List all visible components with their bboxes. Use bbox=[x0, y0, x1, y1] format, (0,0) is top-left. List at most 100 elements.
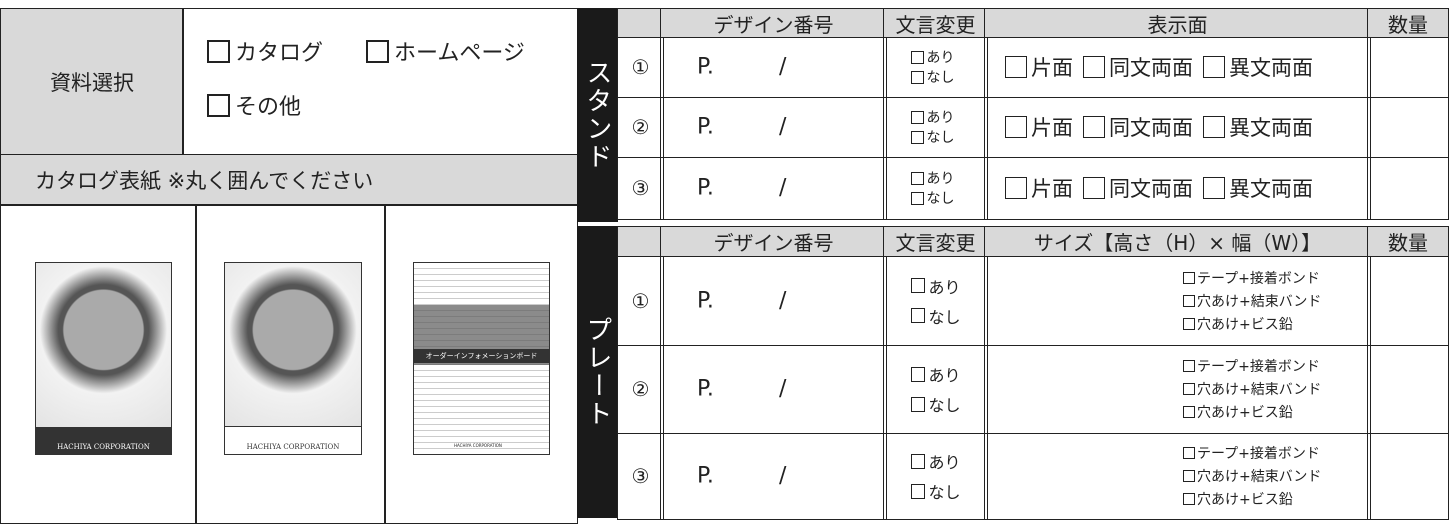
wording-options: あり なし bbox=[884, 346, 987, 434]
table-cell: 片面 同文両面 異文両面 bbox=[984, 36, 1371, 98]
checkbox bbox=[1183, 383, 1195, 396]
checkbox bbox=[910, 70, 924, 84]
checkbox bbox=[910, 308, 926, 324]
header-cell: デザイン番号 bbox=[660, 226, 887, 257]
row-number: ② bbox=[631, 377, 650, 402]
row-number: ③ bbox=[631, 176, 650, 201]
cover-image: HACHIYA CORPORATION bbox=[35, 262, 172, 455]
option-label: テープ+接着ボンド bbox=[1197, 359, 1320, 376]
option-label: あり bbox=[926, 171, 955, 188]
checkbox bbox=[1083, 177, 1105, 200]
design-separator: / bbox=[779, 175, 787, 201]
table-cell: あり なし bbox=[883, 96, 988, 158]
table-cell: あり なし bbox=[883, 36, 988, 98]
header-cell: デザイン番号 bbox=[660, 8, 887, 38]
option: 同文両面 bbox=[1083, 52, 1193, 82]
option: 同文両面 bbox=[1083, 173, 1193, 203]
option-label: なし bbox=[928, 307, 961, 327]
option: 片面 bbox=[1005, 173, 1073, 203]
header-cell bbox=[617, 8, 664, 38]
option: テープ+接着ボンド bbox=[1183, 356, 1370, 376]
design-separator: / bbox=[779, 114, 787, 140]
design-separator: / bbox=[779, 54, 787, 80]
option: 異文両面 bbox=[1203, 52, 1313, 82]
option-label: なし bbox=[928, 396, 961, 416]
header-cell: 表示面 bbox=[984, 8, 1371, 38]
side-options: 片面 同文両面 異文両面 bbox=[1005, 38, 1370, 98]
option: 穴あけ+結束バンド bbox=[1183, 379, 1370, 399]
option-label: 異文両面 bbox=[1229, 177, 1313, 202]
option: 穴あけ+ビス鉛 bbox=[1183, 489, 1370, 509]
table-cell: あり なし bbox=[883, 432, 988, 520]
option: なし bbox=[910, 479, 961, 503]
wording-options: あり なし bbox=[884, 98, 987, 158]
checkbox bbox=[1183, 406, 1195, 419]
table-cell: P. / bbox=[660, 432, 887, 520]
table-cell: ① bbox=[617, 255, 664, 346]
table-cell: あり なし bbox=[883, 255, 988, 346]
option-label: 同文両面 bbox=[1109, 56, 1193, 81]
checkbox bbox=[1203, 116, 1225, 139]
header-cell bbox=[617, 226, 664, 257]
table-cell bbox=[1367, 432, 1449, 520]
side-options: 片面 同文両面 異文両面 bbox=[1005, 98, 1370, 158]
table-cell: あり なし bbox=[883, 344, 988, 434]
header-cell: 数量 bbox=[1367, 8, 1449, 38]
table-cell bbox=[1367, 255, 1449, 346]
header-cell: 文言変更 bbox=[883, 8, 988, 38]
stand-label: スタンド bbox=[582, 59, 612, 171]
checkbox bbox=[1083, 116, 1105, 139]
plate-band: プレート bbox=[577, 226, 618, 518]
wording-options: あり なし bbox=[884, 257, 987, 346]
cover-label: カタログ表紙 ※丸く囲んでください bbox=[0, 154, 578, 206]
option-label: 穴あけ+ビス鉛 bbox=[1197, 492, 1293, 509]
table-cell: P. / bbox=[660, 344, 887, 434]
table-cell: テープ+接着ボンド 穴あけ+結束バンド 穴あけ+ビス鉛 bbox=[984, 432, 1371, 520]
table-cell: P. / bbox=[660, 156, 887, 220]
option: なし bbox=[910, 188, 961, 208]
option-label: なし bbox=[926, 191, 955, 208]
checkbox bbox=[1005, 177, 1027, 200]
option: 片面 bbox=[1005, 112, 1073, 142]
option-label: あり bbox=[928, 277, 961, 297]
option: なし bbox=[910, 304, 961, 328]
mounting-options: テープ+接着ボンド 穴あけ+結束バンド 穴あけ+ビス鉛 bbox=[1183, 434, 1370, 520]
checkbox bbox=[1183, 294, 1195, 307]
table-cell bbox=[1367, 156, 1449, 220]
option-label: ホームページ bbox=[394, 41, 525, 66]
table-cell: あり なし bbox=[883, 156, 988, 220]
checkbox bbox=[1183, 271, 1195, 284]
table-cell bbox=[1367, 344, 1449, 434]
table-cell bbox=[1367, 96, 1449, 158]
option: その他 bbox=[207, 89, 301, 121]
checkbox bbox=[366, 39, 389, 63]
checkbox bbox=[910, 50, 924, 64]
option-label: あり bbox=[926, 110, 955, 127]
cover-image: オーダーインフォメーションボード HACHIYA CORPORATION bbox=[413, 262, 550, 455]
mounting-options: テープ+接着ボンド穴あけ+結束バンド穴あけ+ビス鉛 bbox=[1183, 346, 1370, 434]
option-label: 片面 bbox=[1031, 177, 1073, 202]
option-label: 異文両面 bbox=[1229, 56, 1313, 81]
cover-image: HACHIYA CORPORATION bbox=[224, 262, 362, 455]
checkbox bbox=[910, 171, 924, 185]
stand-band: スタンド bbox=[577, 8, 618, 222]
option-label: 片面 bbox=[1031, 116, 1073, 141]
option-label: 同文両面 bbox=[1109, 177, 1193, 202]
option-label: 穴あけ+結束バンド bbox=[1197, 469, 1322, 486]
option: 穴あけ+結束バンド bbox=[1183, 291, 1370, 311]
table-cell: ① bbox=[617, 36, 664, 98]
table-cell: P. / bbox=[660, 255, 887, 346]
option-label: 穴あけ+ビス鉛 bbox=[1197, 405, 1293, 422]
cover-company: HACHIYA CORPORATION bbox=[454, 443, 502, 448]
table-cell: P. / bbox=[660, 36, 887, 98]
table-cell: ② bbox=[617, 96, 664, 158]
header-cell: サイズ【高さ（H）× 幅（W）】 bbox=[984, 226, 1371, 257]
plate-label: プレート bbox=[582, 316, 612, 428]
row-number: ① bbox=[631, 55, 650, 80]
option-label: 穴あけ+ビス鉛 bbox=[1197, 316, 1293, 333]
row-number: ① bbox=[631, 288, 650, 313]
option: あり bbox=[910, 47, 961, 67]
row-number: ③ bbox=[631, 464, 650, 489]
option-label: テープ+接着ボンド bbox=[1197, 270, 1320, 287]
table-cell: テープ+接着ボンド穴あけ+結束バンド穴あけ+ビス鉛 bbox=[984, 344, 1371, 434]
